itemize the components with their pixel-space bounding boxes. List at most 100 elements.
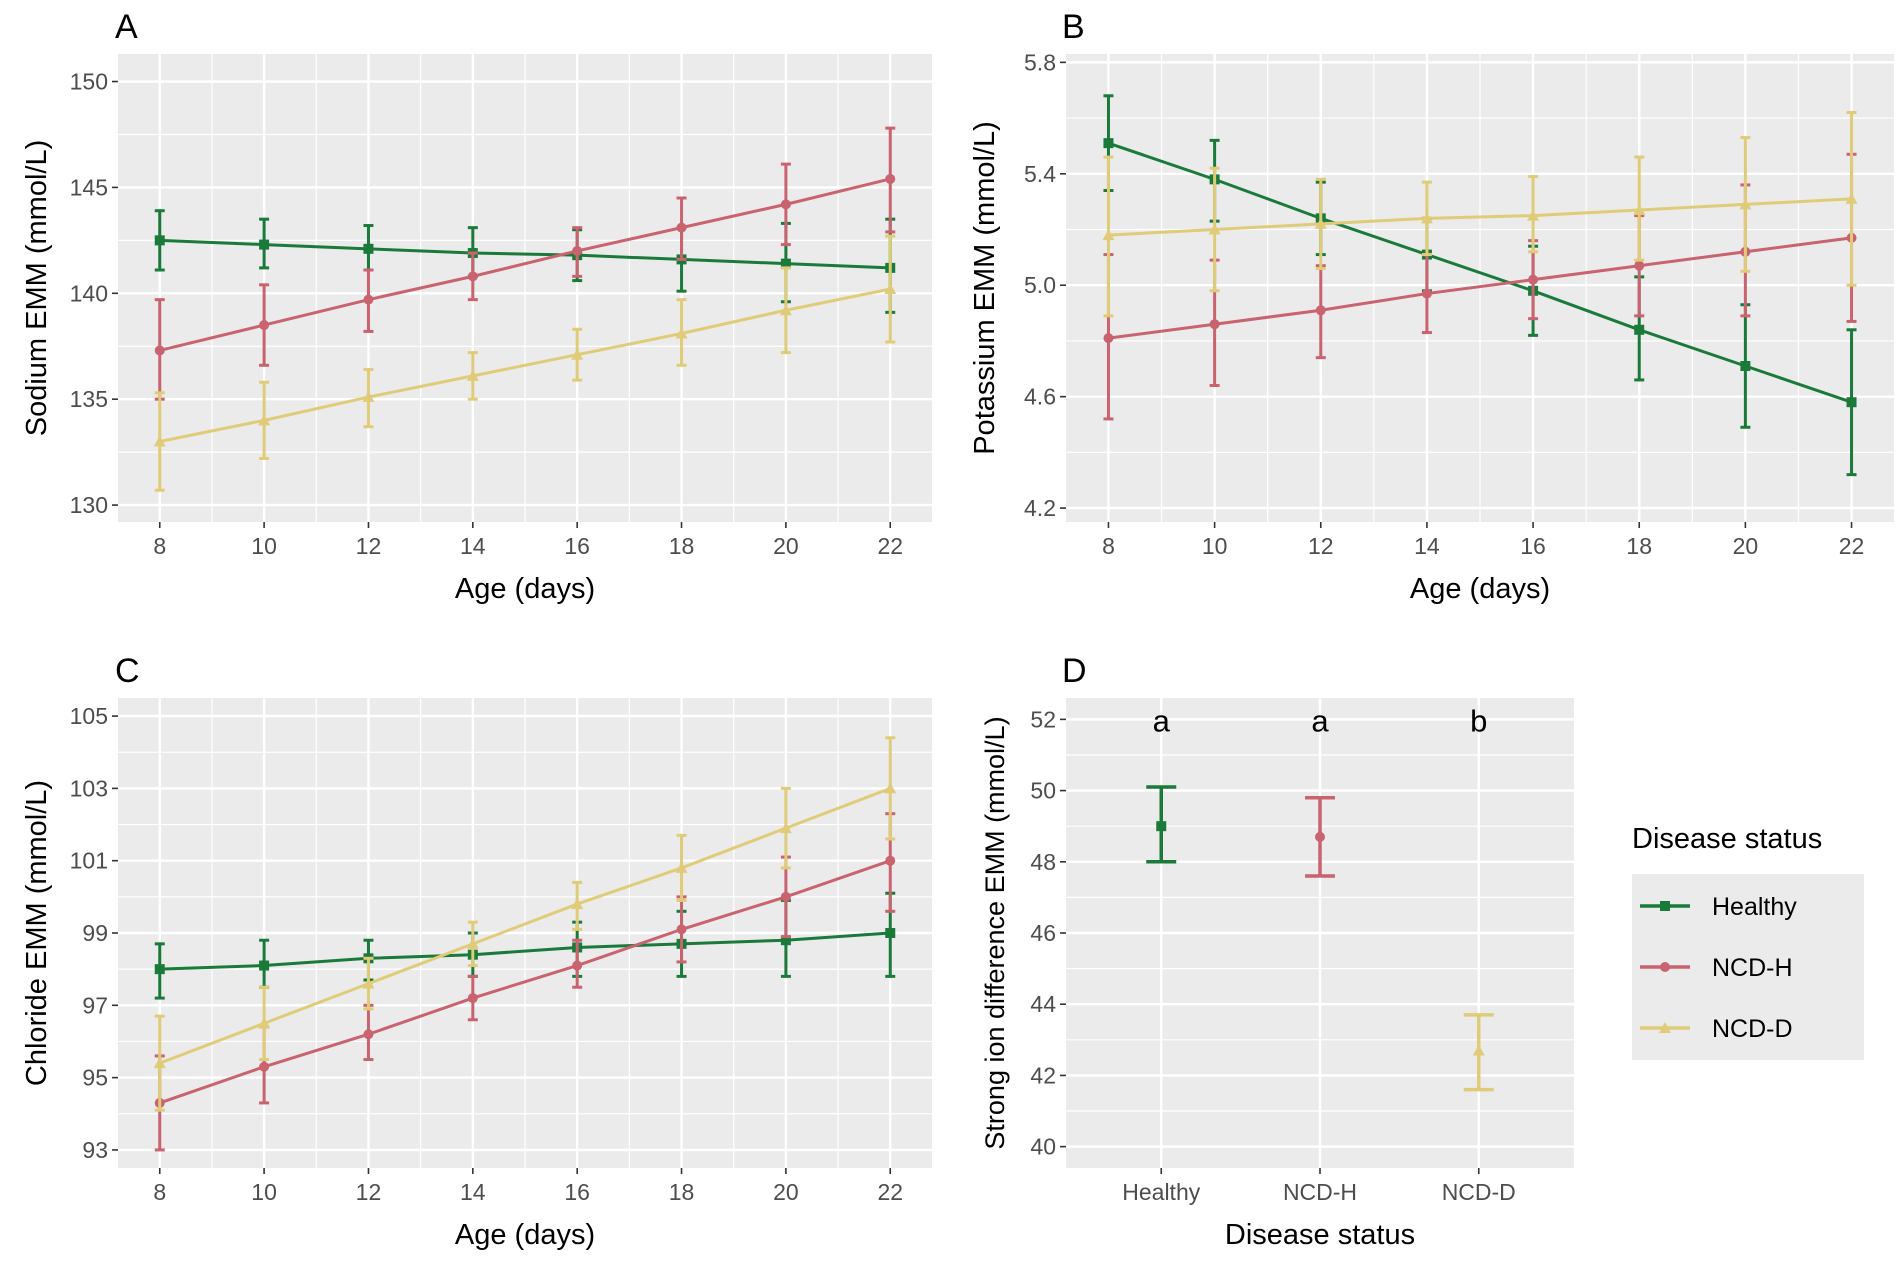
panel-b-y-tick-label: 4.6 [1024,384,1056,410]
panel-b-point-healthy [1634,324,1645,335]
panel-b-x-tick-label: 14 [1414,533,1440,559]
panel-b-point-ncd-d [1845,192,1858,204]
panel-b-point-ncd-h [1103,333,1114,344]
panel-b-point-healthy [1846,397,1857,408]
panel-a-series-line-ncd-d [159,287,891,443]
panel-b-y-tick-label: 5.8 [1024,49,1056,75]
panel-a-point-healthy [363,243,374,254]
panel-d-letter: D [1062,652,1087,690]
panel-a-point-ncd-d [362,391,375,403]
legend: Disease status Healthy NCD-H NCD-D [1632,823,1864,1060]
panel-b: B 4.2 4.6 5.0 5.4 5.8 8 10 12 14 16 18 20 22 Age (d… [969,8,1894,605]
panel-b-x-tick-label: 16 [1520,533,1546,559]
panel-a-point-ncd-d [258,414,271,426]
panel-c-y-axis: 93 95 97 99 101 103 105 [70,703,118,1163]
panel-a-x-tick-label: 12 [356,533,382,559]
panel-c-point-ncd-d [675,861,688,873]
panel-a-y-tick-label: 135 [70,386,108,412]
panel-a-point-ncd-h [259,320,270,331]
panel-c-y-axis-label: Chloride EMM (mmol/L) [21,780,53,1086]
panel-a-point-ncd-h [676,222,687,233]
panel-c-point-healthy [259,960,270,971]
panel-c-letter: C [115,652,140,690]
panel-c-point-ncd-d [571,898,584,910]
panel-a-y-tick-label: 150 [70,69,108,95]
panel-b-point-ncd-h [1634,260,1645,271]
panel-c-point-ncd-h [780,891,791,902]
panel-b-letter: B [1062,8,1085,46]
panel-c-series-line-ncd-d [159,786,891,1065]
panel-a-point-ncd-h [572,245,583,256]
panel-b-point-ncd-h [1315,305,1326,316]
panel-b-x-tick-label: 20 [1733,533,1759,559]
panel-c-x-tick-label: 10 [251,1179,277,1205]
panel-b-point-ncd-d [1314,217,1327,229]
panel-c-y-tick-label: 101 [70,848,108,874]
panel-a-point-ncd-d [675,327,688,339]
panel-d-y-tick-label: 42 [1030,1062,1056,1088]
legend-items: Healthy NCD-H NCD-D [1640,893,1797,1043]
panel-c-x-axis-label: Age (days) [455,1219,595,1251]
panel-c-y-tick-label: 97 [82,992,108,1018]
legend-key-marker-healthy [1660,901,1670,911]
panel-d-y-tick-label: 44 [1030,991,1056,1017]
panel-c-point-ncd-h [467,993,478,1004]
panel-b-y-tick-label: 4.2 [1024,495,1056,521]
panel-b-point-ncd-h [1421,288,1432,299]
panel-c-y-tick-label: 95 [82,1065,108,1091]
panel-b-x-axis: 8 10 12 14 16 18 20 22 [1102,522,1864,559]
panel-b-marks [1102,94,1858,477]
panel-c-x-tick-label: 16 [564,1179,590,1205]
panel-a-series-line-ncd-h [159,177,891,352]
panel-c-point-ncd-d [779,822,792,834]
panel-a-point-ncd-d [779,304,792,316]
panel-a-x-tick-label: 16 [564,533,590,559]
panel-a-point-ncd-d [466,369,479,381]
panel-d-y-tick-label: 52 [1030,706,1056,732]
legend-title: Disease status [1632,823,1822,855]
legend-key-marker-ncd-h [1660,962,1670,972]
panel-d-y-axis: 40 42 44 46 48 50 52 [1030,706,1066,1160]
panel-b-point-ncd-h [1528,274,1539,285]
panel-a-y-tick-label: 145 [70,174,108,200]
panel-a-x-tick-label: 14 [460,533,486,559]
panel-c-x-tick-label: 14 [460,1179,486,1205]
panel-d: D a a b 40 42 44 46 48 50 52 Healthy NCD-H NCD-D D… [980,652,1574,1251]
panel-a-point-ncd-d [884,283,897,295]
panel-d-y-axis-label: Strong ion difference EMM (mmol/L) [980,716,1010,1149]
panel-b-y-axis-label: Potassium EMM (mmol/L) [969,121,1001,455]
panel-a-point-ncd-h [885,173,896,184]
panel-c-point-healthy [885,928,896,938]
panel-a-point-healthy [154,235,165,246]
panel-c-point-ncd-d [362,977,375,989]
panel-c-point-healthy [154,964,165,975]
panel-c-x-tick-label: 8 [153,1179,166,1205]
panel-b-series-line-healthy [1107,141,1853,404]
panel-a-point-ncd-h [780,199,791,210]
panel-a-x-tick-label: 22 [877,533,903,559]
panel-d-y-tick-label: 40 [1030,1134,1056,1160]
panel-a-point-ncd-h [467,271,478,282]
panel-c-point-ncd-h [259,1061,270,1072]
panel-c-point-ncd-d [466,937,479,949]
panel-a-point-ncd-h [154,345,165,356]
panel-d-y-tick-label: 46 [1030,920,1056,946]
panel-b-point-healthy [1740,361,1751,371]
panel-a-x-axis: 8 10 12 14 16 18 20 22 [153,522,903,559]
panel-a-point-healthy [259,239,270,250]
panel-d-significance-letter: b [1470,703,1487,738]
panel-b-x-axis-label: Age (days) [1410,573,1550,605]
panel-b-x-tick-label: 10 [1202,533,1228,559]
panel-b-x-tick-label: 12 [1308,533,1334,559]
legend-key-marker-ncd-d [1659,1022,1671,1033]
panel-c-point-ncd-h [885,855,896,866]
panel-a-letter: A [115,8,138,46]
panel-b-series-line-ncd-d [1108,197,1852,237]
panel-a-y-axis-label: Sodium EMM (mmol/L) [21,140,53,437]
panel-d-point-ncd-h [1315,831,1325,842]
panel-a-x-tick-label: 10 [251,533,277,559]
panel-b-y-axis: 4.2 4.6 5.0 5.4 5.8 [1024,49,1066,521]
panel-a-x-tick-label: 18 [669,533,695,559]
panel-c-x-tick-label: 20 [773,1179,799,1205]
